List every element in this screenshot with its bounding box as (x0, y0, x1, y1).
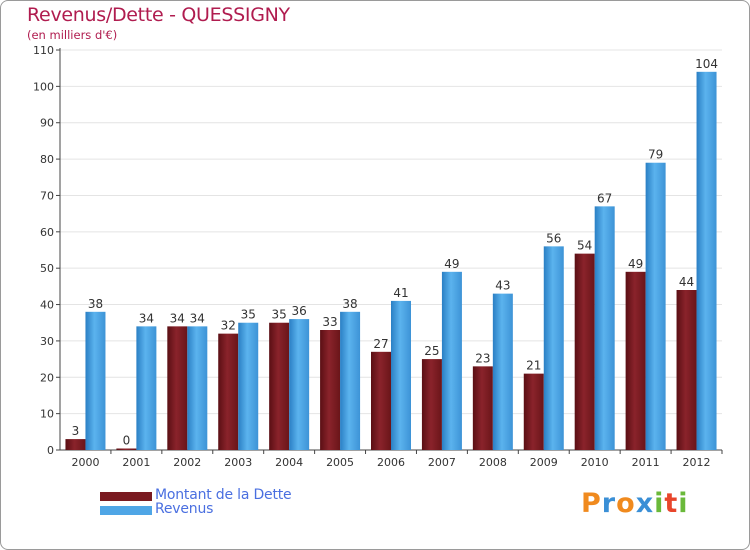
bar-dette (472, 366, 493, 450)
x-tick-label: 2000 (71, 456, 99, 469)
bar-dette (65, 439, 86, 450)
y-tick-label: 10 (40, 408, 54, 421)
data-label-revenus: 36 (292, 304, 307, 318)
x-tick-label: 2011 (632, 456, 660, 469)
chart-title: Revenus/Dette - QUESSIGNY (27, 4, 290, 26)
logo-letter: r (601, 488, 617, 519)
bar-dette (116, 448, 137, 450)
data-label-revenus: 49 (444, 257, 459, 271)
bar-dette (320, 330, 341, 450)
y-tick-label: 80 (40, 153, 54, 166)
legend-swatch-dette (100, 492, 152, 501)
data-label-revenus: 43 (495, 279, 510, 293)
y-tick-label: 110 (33, 44, 54, 57)
bar-revenus (391, 300, 411, 450)
bar-dette (523, 373, 544, 450)
data-label-dette: 25 (424, 344, 439, 358)
data-label-dette: 34 (170, 311, 185, 325)
x-tick-label: 2008 (479, 456, 507, 469)
logo-letter: o (616, 488, 636, 519)
data-label-revenus: 56 (546, 231, 561, 245)
x-tick-label: 2003 (224, 456, 252, 469)
bar-revenus (289, 319, 310, 450)
data-label-dette: 0 (123, 434, 131, 448)
logo-letter: x (635, 488, 655, 519)
bar-revenus (492, 293, 513, 450)
y-tick-label: 70 (40, 189, 54, 202)
logo-letter: P (581, 488, 602, 519)
y-tick-label: 0 (47, 444, 54, 457)
data-label-dette: 27 (373, 337, 388, 351)
data-label-dette: 33 (322, 315, 337, 329)
bar-dette (167, 326, 188, 450)
x-tick-label: 2007 (428, 456, 456, 469)
data-label-revenus: 104 (695, 57, 718, 71)
x-tick-label: 2001 (122, 456, 150, 469)
data-label-revenus: 34 (139, 311, 154, 325)
bar-dette (218, 333, 239, 450)
data-label-dette: 23 (475, 351, 490, 365)
data-label-revenus: 35 (241, 308, 256, 322)
data-label-revenus: 41 (393, 286, 408, 300)
logo-letter: t (664, 488, 679, 519)
bar-revenus (238, 322, 259, 450)
y-tick-label: 20 (40, 371, 54, 384)
legend-swatch-revenus (100, 506, 152, 515)
data-label-revenus: 38 (342, 297, 357, 311)
bar-revenus (85, 311, 106, 450)
bar-revenus (696, 71, 717, 451)
data-label-dette: 32 (221, 319, 236, 333)
data-label-revenus: 67 (597, 191, 612, 205)
bar-dette (371, 351, 391, 450)
x-tick-label: 2002 (173, 456, 201, 469)
bar-revenus (340, 311, 361, 450)
bar-dette (625, 271, 646, 450)
data-label-revenus: 38 (88, 297, 103, 311)
bar-dette (574, 253, 595, 450)
data-label-dette: 21 (526, 359, 541, 373)
data-label-revenus: 34 (190, 311, 205, 325)
bar-dette (421, 359, 442, 450)
y-tick-label: 90 (40, 117, 54, 130)
x-tick-label: 2004 (275, 456, 303, 469)
bar-revenus (594, 206, 615, 450)
legend-label-dette: Montant de la Dette (155, 487, 292, 503)
y-tick-label: 30 (40, 335, 54, 348)
y-tick-label: 50 (40, 262, 54, 275)
bar-revenus (543, 246, 564, 450)
bar-revenus (645, 162, 666, 450)
y-tick-label: 100 (33, 80, 54, 93)
x-tick-label: 2010 (581, 456, 609, 469)
bar-revenus (441, 271, 462, 450)
y-tick-label: 60 (40, 226, 54, 239)
y-tick-label: 40 (40, 299, 54, 312)
data-label-revenus: 79 (648, 148, 663, 162)
logo-letter: i (654, 488, 665, 519)
bar-revenus (187, 326, 208, 450)
bar-dette (676, 290, 697, 450)
data-label-dette: 35 (272, 308, 287, 322)
bar-dette (269, 322, 290, 450)
data-label-dette: 49 (628, 257, 643, 271)
chart-subtitle: (en milliers d'€) (27, 28, 118, 42)
x-tick-label: 2006 (377, 456, 405, 469)
proxiti-logo: Proxiti (581, 488, 689, 519)
x-tick-label: 2012 (683, 456, 711, 469)
logo-letter: i (678, 488, 689, 519)
x-tick-label: 2005 (326, 456, 354, 469)
x-tick-label: 2009 (530, 456, 558, 469)
data-label-dette: 44 (679, 275, 694, 289)
data-label-dette: 54 (577, 239, 592, 253)
bar-revenus (136, 326, 157, 450)
legend-label-revenus: Revenus (155, 501, 214, 517)
data-label-dette: 3 (72, 424, 80, 438)
